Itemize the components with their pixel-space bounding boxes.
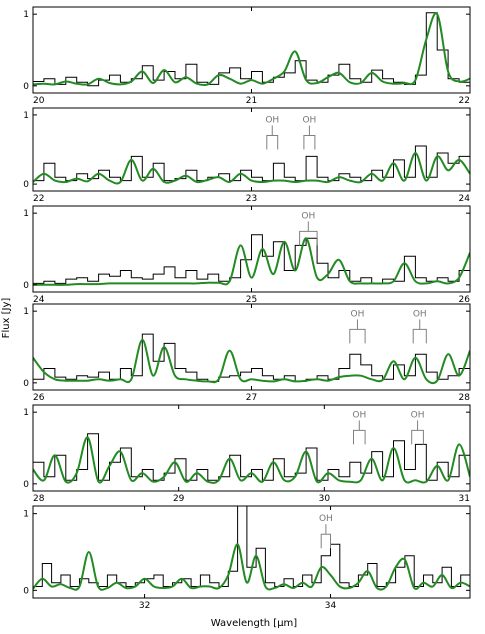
y-tick-label: 0 bbox=[23, 281, 29, 291]
x-tick-label: 20 bbox=[33, 96, 45, 106]
y-tick-label: 0 bbox=[23, 586, 29, 596]
oh-label: OH bbox=[302, 116, 316, 126]
oh-bracket bbox=[353, 429, 366, 445]
panel-frame bbox=[32, 505, 471, 599]
oh-bracket bbox=[412, 328, 427, 344]
observed-spectrum-line bbox=[33, 145, 470, 182]
y-tick-label: 1 bbox=[23, 408, 29, 418]
observed-spectrum-line bbox=[33, 234, 470, 284]
panel-1: 20 21 22 0 1 bbox=[23, 6, 471, 106]
panel-3: OH 24 25 26 0 1 bbox=[23, 205, 471, 305]
oh-annotation: OH bbox=[319, 514, 333, 549]
oh-label: OH bbox=[351, 309, 365, 319]
x-tick-label: 28 bbox=[459, 393, 471, 403]
x-tick-label: 28 bbox=[33, 494, 45, 504]
observed-spectrum-line bbox=[33, 12, 470, 87]
oh-label: OH bbox=[265, 116, 279, 126]
x-tick-label: 34 bbox=[325, 601, 337, 611]
oh-bracket bbox=[349, 328, 366, 344]
x-tick-label: 26 bbox=[459, 295, 471, 305]
oh-annotation: OH bbox=[299, 211, 318, 246]
x-tick-label: 26 bbox=[33, 393, 45, 403]
oh-annotation: OH bbox=[302, 116, 316, 150]
oh-annotation: OH bbox=[352, 410, 366, 445]
y-tick-label: 0 bbox=[23, 180, 29, 190]
x-tick-label: 24 bbox=[33, 295, 45, 305]
y-tick-label: 0 bbox=[23, 379, 29, 389]
y-tick-label: 0 bbox=[23, 82, 29, 92]
model-spectrum-line bbox=[33, 338, 470, 385]
oh-label: OH bbox=[411, 410, 425, 420]
model-spectrum-line bbox=[33, 237, 470, 286]
y-tick-label: 0 bbox=[23, 480, 29, 490]
observed-spectrum-line bbox=[33, 433, 470, 481]
oh-label: OH bbox=[301, 211, 315, 221]
oh-bracket bbox=[303, 135, 316, 150]
model-spectrum-line bbox=[33, 436, 470, 484]
oh-bracket bbox=[411, 429, 424, 445]
y-tick-label: 1 bbox=[23, 307, 29, 317]
model-spectrum-line bbox=[33, 543, 470, 591]
x-tick-label: 25 bbox=[246, 295, 257, 305]
y-tick-label: 1 bbox=[23, 111, 29, 121]
x-tick-label: 30 bbox=[319, 494, 331, 504]
oh-label: OH bbox=[413, 309, 427, 319]
panel-4: OH OH 26 27 28 0 1 bbox=[23, 303, 471, 403]
y-tick-label: 1 bbox=[23, 10, 29, 20]
oh-annotation: OH bbox=[265, 116, 279, 150]
oh-label: OH bbox=[352, 410, 366, 420]
oh-bracket bbox=[266, 135, 279, 150]
x-tick-label: 31 bbox=[459, 494, 470, 504]
x-tick-label: 22 bbox=[33, 194, 44, 204]
oh-annotation: OH bbox=[412, 309, 427, 344]
x-tick-label: 29 bbox=[173, 494, 185, 504]
oh-label: OH bbox=[319, 514, 333, 524]
observed-spectrum-line bbox=[33, 506, 470, 587]
panel-6: OH 32 34 0 1 bbox=[23, 505, 471, 611]
observed-spectrum-line bbox=[33, 333, 470, 382]
panel-frame bbox=[32, 404, 471, 492]
x-tick-label: 21 bbox=[246, 96, 257, 106]
y-tick-label: 1 bbox=[23, 209, 29, 219]
model-spectrum-line bbox=[33, 12, 470, 87]
panel-5: OH OH 28 29 30 31 0 1 bbox=[23, 404, 471, 504]
x-axis-label: Wavelength [μm] bbox=[211, 618, 298, 629]
x-tick-label: 22 bbox=[459, 96, 470, 106]
spectrum-panels: 20 21 22 0 1 OH OH 22 23 24 0 1 OH 24 25 26 0 1 OH OH 26 27 28… bbox=[23, 6, 471, 611]
oh-annotation: OH bbox=[411, 410, 425, 445]
panel-2: OH OH 22 23 24 0 1 bbox=[23, 107, 471, 204]
x-tick-label: 32 bbox=[139, 601, 150, 611]
model-spectrum-line bbox=[33, 151, 470, 185]
oh-bracket bbox=[320, 533, 331, 549]
x-tick-label: 23 bbox=[246, 194, 257, 204]
x-tick-label: 27 bbox=[246, 393, 257, 403]
y-tick-label: 1 bbox=[23, 510, 29, 520]
oh-annotation: OH bbox=[349, 309, 366, 344]
y-axis-label: Flux [Jy] bbox=[1, 298, 12, 339]
x-tick-label: 24 bbox=[459, 194, 471, 204]
